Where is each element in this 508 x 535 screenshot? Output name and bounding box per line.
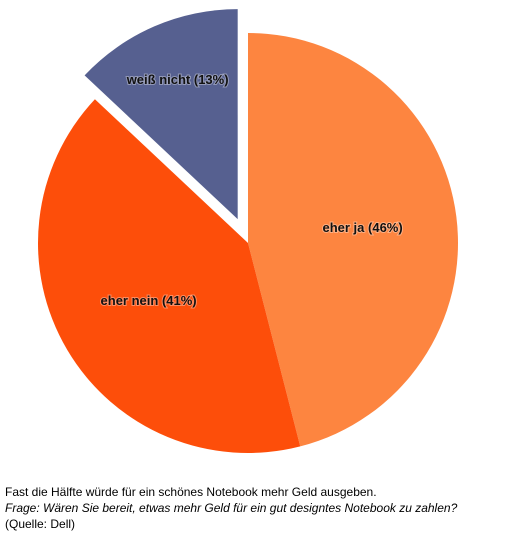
pie-slice <box>37 99 301 453</box>
pie-slice <box>84 9 238 220</box>
slice-label: eher ja (46%) <box>322 220 402 235</box>
caption: Fast die Hälfte würde für ein schönes No… <box>5 485 377 499</box>
slice-label: eher nein (41%) <box>101 293 197 308</box>
pie-slice <box>248 33 459 447</box>
slice-label: weiß nicht (13%) <box>126 72 229 87</box>
chart: eher ja (46%) eher nein (41%) weiß nicht (… <box>37 9 459 453</box>
source: (Quelle: Dell) <box>5 517 76 531</box>
question: Frage: Wären Sie bereit, etwas mehr Geld… <box>5 501 458 515</box>
